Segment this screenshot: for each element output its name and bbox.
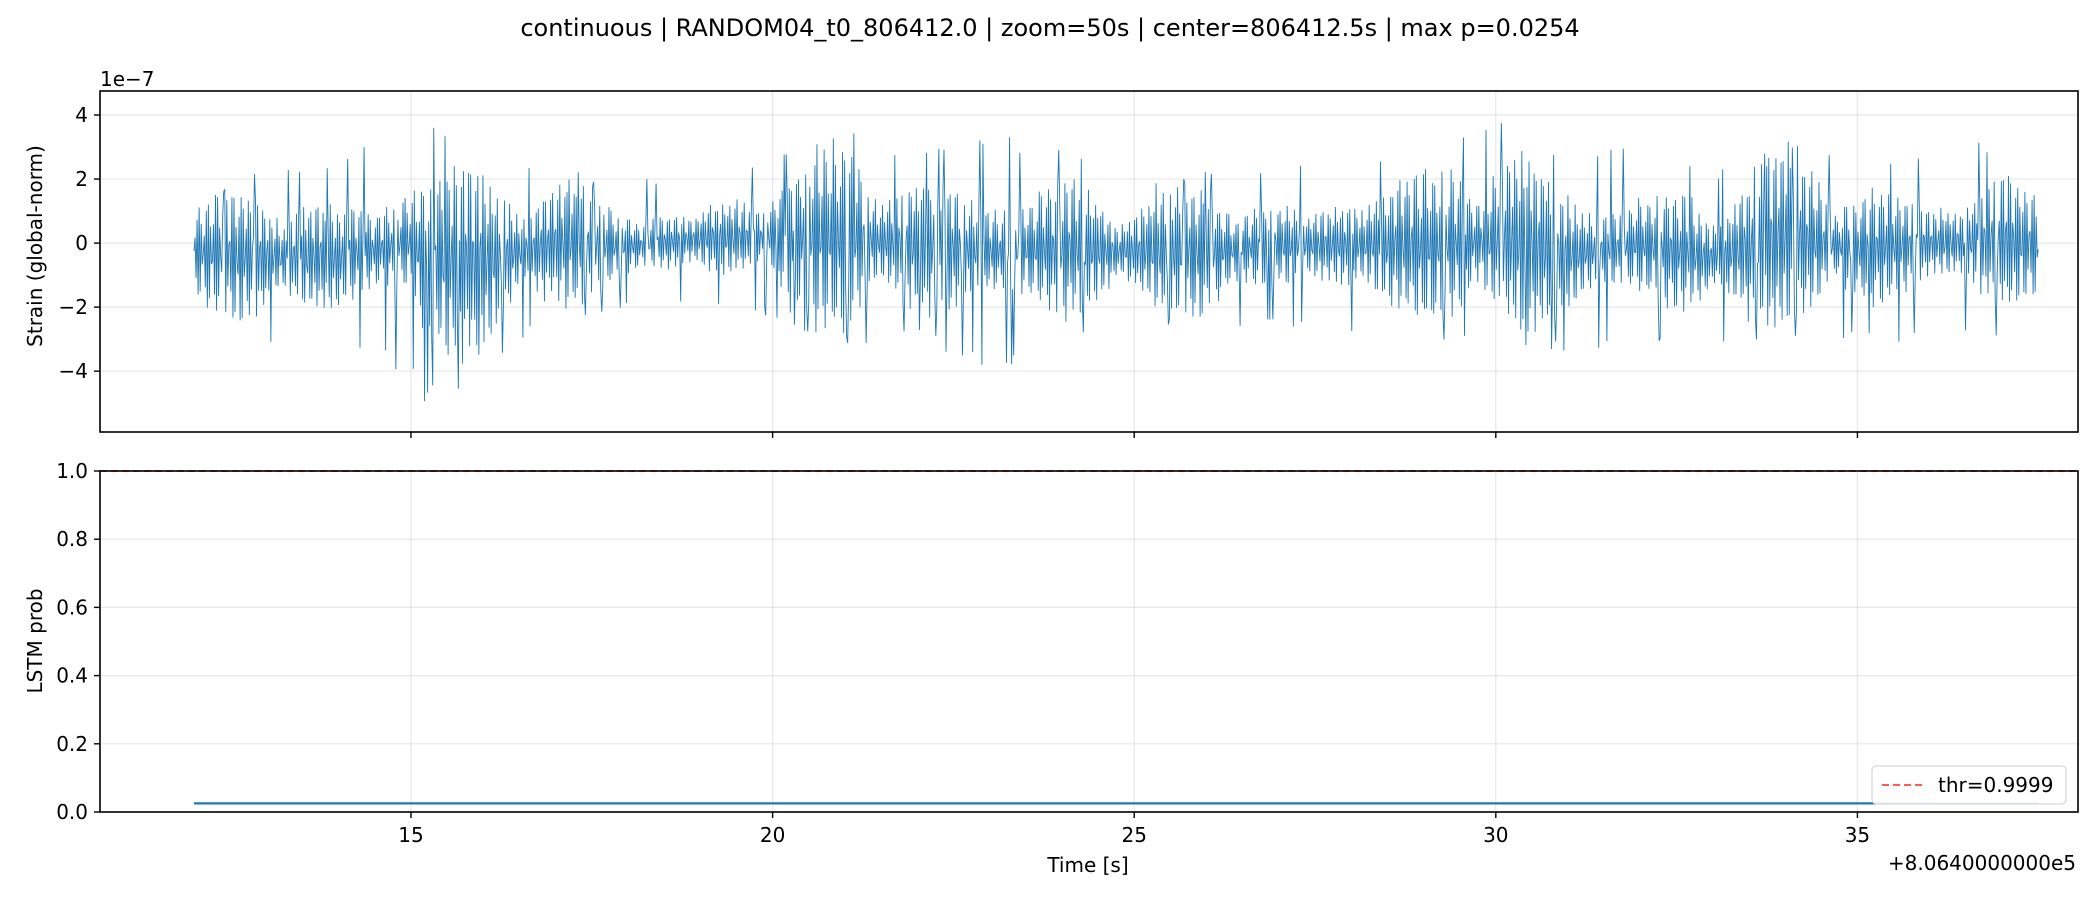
strain-series-line xyxy=(193,123,2039,402)
probability-x-tick-label: 30 xyxy=(1483,823,1508,847)
probability-x-tick-label: 25 xyxy=(1121,823,1146,847)
x-offset-label: +8.0640000000e5 xyxy=(1888,851,2076,875)
strain-panel: −4 −2 0 2 4 1e−7 Strain (global-norm) xyxy=(23,67,2079,438)
strain-scale-label: 1e−7 xyxy=(100,67,155,91)
strain-ticks: −4 −2 0 2 4 xyxy=(59,103,1859,438)
probability-y-tick-label: 0.2 xyxy=(56,732,88,756)
legend-threshold-label: thr=0.9999 xyxy=(1938,773,2053,797)
time-x-axis-label: Time [s] xyxy=(1046,853,1128,877)
strain-y-tick-label: 2 xyxy=(75,167,88,191)
strain-plot-frame xyxy=(99,90,2079,433)
legend-box xyxy=(1871,765,2067,805)
probability-lines xyxy=(100,470,2078,805)
strain-y-tick-label: 4 xyxy=(75,103,88,127)
strain-y-tick-label: −4 xyxy=(59,359,88,383)
probability-plot-frame xyxy=(99,470,2079,813)
probability-y-axis-label: LSTM prob xyxy=(23,588,47,693)
probability-y-tick-label: 0.4 xyxy=(56,664,88,688)
legend: thr=0.9999 xyxy=(1871,765,2067,805)
strain-y-tick-label: −2 xyxy=(59,295,88,319)
figure-title: continuous | RANDOM04_t0_806412.0 | zoom… xyxy=(520,14,1579,42)
strain-y-tick-label: 0 xyxy=(75,231,88,255)
probability-panel: 15 20 25 30 35 0.0 0.2 0.4 0.6 0.8 1.0 LSTM prob T… xyxy=(23,459,2079,877)
probability-y-tick-label: 0.0 xyxy=(56,800,88,824)
probability-x-tick-label: 20 xyxy=(760,823,785,847)
probability-x-tick-label: 15 xyxy=(398,823,423,847)
probability-x-tick-label: 35 xyxy=(1845,823,1870,847)
probability-grid xyxy=(100,470,2078,813)
probability-y-tick-label: 1.0 xyxy=(56,459,88,483)
probability-y-tick-label: 0.8 xyxy=(56,527,88,551)
probability-y-tick-label: 0.6 xyxy=(56,595,88,619)
strain-y-axis-label: Strain (global-norm) xyxy=(23,145,47,347)
probability-ticks: 15 20 25 30 35 0.0 0.2 0.4 0.6 0.8 1.0 xyxy=(56,459,1870,847)
strain-signal xyxy=(193,123,2039,402)
